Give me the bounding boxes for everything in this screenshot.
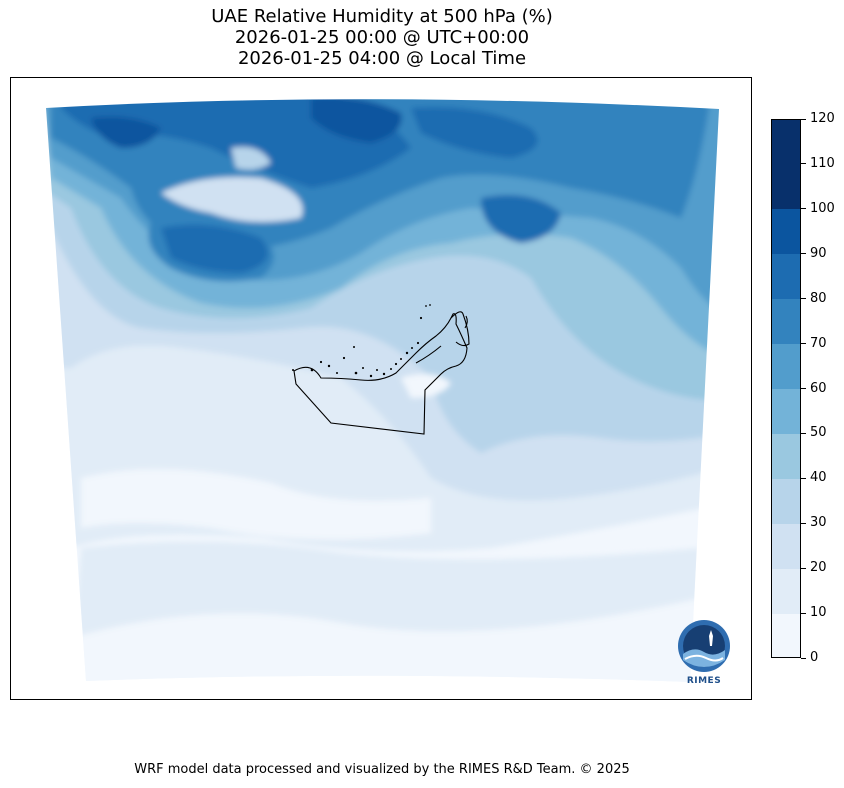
rh-field-90-100-west [91, 116, 161, 148]
rh-dry-pocket-west [161, 177, 303, 222]
colorbar-outline [771, 119, 801, 658]
title-line-2: 2026-01-25 00:00 @ UTC+00:00 [234, 27, 530, 48]
colorbar-segment [771, 208, 801, 255]
map-title: UAE Relative Humidity at 500 hPa (%) 202… [0, 6, 764, 69]
colorbar-tick [801, 612, 806, 614]
colorbar-tick-label: 20 [810, 560, 827, 576]
colorbar-tick [801, 118, 806, 120]
colorbar-segment [771, 523, 801, 569]
colorbar-tick-label: 0 [810, 650, 819, 665]
colorbar-tick [801, 477, 806, 479]
rh-field-80-90-east [481, 195, 561, 243]
colorbar-tick [801, 432, 806, 434]
colorbar-tick [801, 657, 806, 659]
colorbar-tick [801, 163, 806, 165]
colorbar-segment [771, 613, 801, 659]
colorbar-segment [771, 433, 801, 479]
colorbar-tick-label: 30 [810, 515, 827, 531]
rh-field-0-10-south [71, 598, 701, 683]
rimes-logo: RIMES [676, 618, 732, 690]
colorbar-tick-label: 60 [810, 380, 827, 396]
rh-dry-pocket-northwest [231, 147, 271, 170]
colorbar-segment [771, 388, 801, 434]
map-panel: RIMES [10, 77, 752, 700]
title-line-1: UAE Relative Humidity at 500 hPa (%) [211, 6, 553, 27]
colorbar-tick [801, 388, 806, 389]
colorbar-tick [801, 522, 806, 524]
colorbar-tick-label: 80 [810, 290, 827, 306]
colorbar-tick [801, 208, 806, 210]
colorbar-tick-label: 40 [810, 470, 827, 486]
colorbar-tick-label: 110 [810, 155, 835, 171]
footer-credit: WRF model data processed and visualized … [134, 762, 630, 777]
rh-field-80-90-north [411, 107, 538, 158]
title-line-3: 2026-01-25 04:00 @ Local Time [237, 48, 527, 69]
rimes-logo-text: RIMES [686, 676, 722, 686]
colorbar-segment [771, 298, 801, 345]
colorbar: 0 10 20 30 40 50 60 70 80 90 100 110 120 [771, 112, 835, 665]
colorbar-tick [801, 253, 806, 255]
colorbar-segment [771, 253, 801, 300]
colorbar-segment [771, 568, 801, 614]
rimes-logo-emblem [678, 620, 730, 672]
colorbar-tick-label: 90 [810, 245, 827, 261]
colorbar-tick [801, 343, 806, 345]
colorbar-tick [801, 298, 806, 300]
colorbar-segment [771, 119, 801, 165]
colorbar-tick-label: 100 [810, 200, 835, 216]
colorbar-segment [771, 478, 801, 524]
colorbar-segment [771, 163, 801, 210]
colorbar-tick-label: 50 [810, 425, 827, 441]
rh-field-0-10-center [81, 469, 431, 540]
rh-dry-pocket-center [401, 374, 451, 398]
uae-islands [292, 304, 431, 378]
colorbar-tick [801, 567, 806, 569]
rh-field-90-100 [311, 99, 402, 143]
colorbar-tick-label: 70 [810, 335, 827, 351]
humidity-field [46, 99, 719, 683]
rh-field-80-90-west [161, 224, 268, 273]
colorbar-tick-label: 120 [810, 111, 835, 126]
humidity-map-canvas [46, 99, 719, 683]
colorbar-segment [771, 343, 801, 389]
colorbar-tick-label: 10 [810, 605, 827, 621]
uae-country-border [293, 311, 470, 435]
